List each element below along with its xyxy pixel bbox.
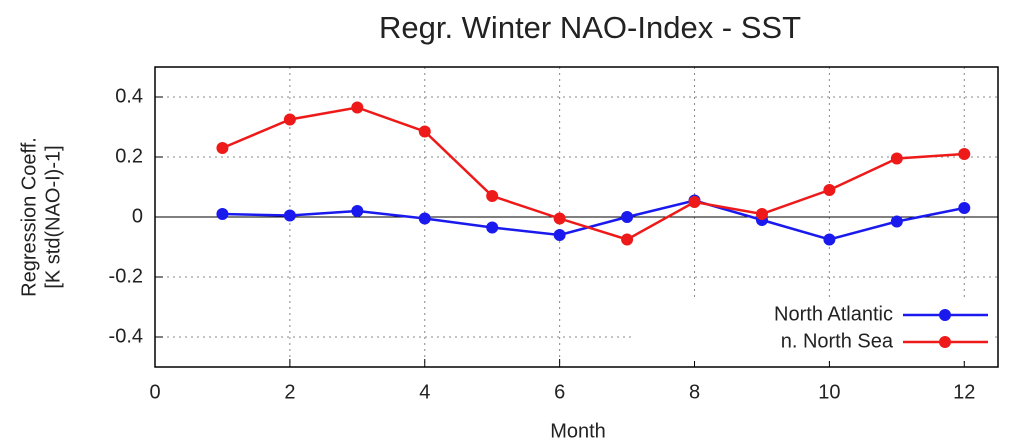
- legend-label: North Atlantic: [774, 303, 893, 325]
- legend-bg: [633, 297, 993, 361]
- data-point: [958, 148, 971, 160]
- y-axis-label-line: [K std(NAO-I)-1]: [42, 145, 64, 288]
- chart-title: Regr. Winter NAO-Index - SST: [379, 10, 801, 45]
- data-point: [283, 113, 296, 126]
- legend-marker: [939, 336, 951, 348]
- data-point: [958, 202, 971, 214]
- data-point: [283, 209, 296, 222]
- data-point: [418, 125, 431, 138]
- legend-label: n. North Sea: [781, 330, 894, 352]
- data-point: [755, 208, 768, 220]
- y-axis-label: Regression Coeff. [K std(NAO-I)-1]: [18, 137, 64, 297]
- data-point: [823, 233, 836, 246]
- data-point: [688, 196, 701, 208]
- data-point: [890, 152, 903, 165]
- x-tick-label: 6: [554, 381, 565, 403]
- data-point: [418, 212, 431, 225]
- y-tick-label: -0.2: [109, 265, 143, 287]
- x-tick-label: 0: [149, 381, 160, 403]
- data-point: [216, 142, 229, 154]
- x-tick-label: 10: [818, 381, 840, 403]
- plot-frame: [154, 66, 999, 368]
- y-tick-label: 0.2: [115, 145, 143, 167]
- data-point: [351, 205, 364, 217]
- y-tick-label: 0: [132, 205, 143, 227]
- x-tick-label: 2: [284, 381, 295, 403]
- x-tick-label: 8: [689, 381, 700, 403]
- data-point: [216, 208, 229, 220]
- data-point: [553, 212, 566, 225]
- data-point: [486, 221, 499, 234]
- data-point: [621, 211, 634, 223]
- series-line: [222, 199, 965, 241]
- y-tick-label: -0.4: [109, 325, 143, 347]
- x-axis-label: Month: [550, 420, 606, 442]
- data-point: [621, 233, 634, 246]
- data-point: [890, 215, 903, 228]
- data-point: [823, 184, 836, 196]
- y-axis-label-line: Regression Coeff.: [18, 137, 40, 297]
- x-tick-label: 4: [419, 381, 430, 403]
- data-point: [553, 229, 566, 241]
- series-line: [221, 106, 965, 241]
- y-tick-label: 0.4: [115, 85, 143, 107]
- x-tick-label: 12: [953, 381, 975, 403]
- data-point: [351, 101, 364, 114]
- data-point: [486, 190, 499, 202]
- legend-marker: [939, 309, 951, 321]
